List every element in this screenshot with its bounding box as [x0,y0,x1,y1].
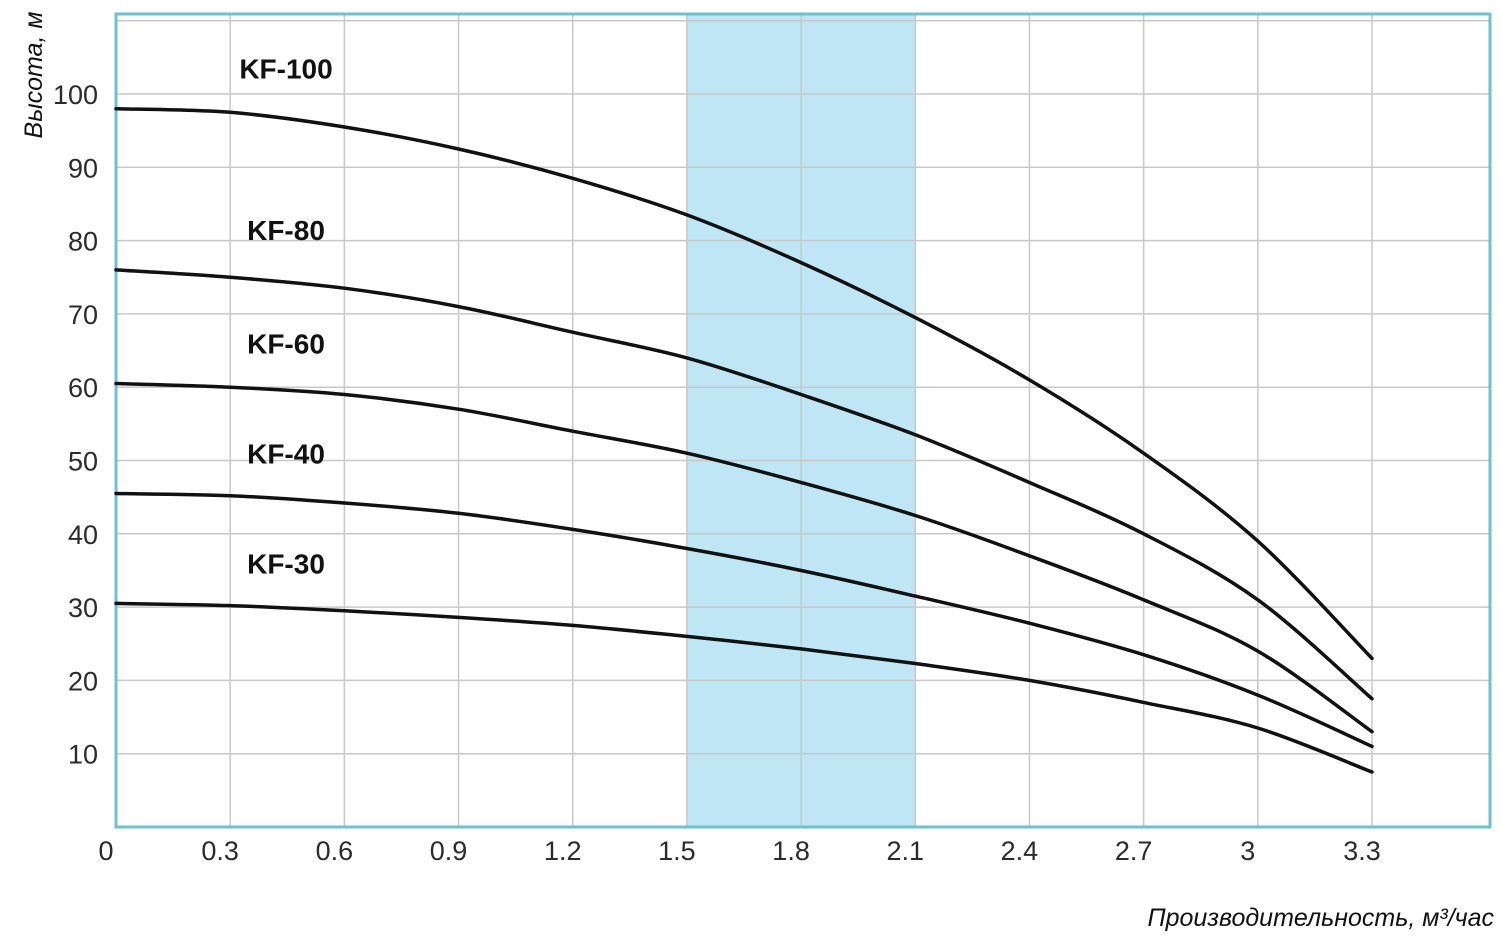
curve-layer [114,106,1374,774]
y-tick-label: 30 [68,593,98,623]
series-label-layer: KF-100 KF-80 KF-60 KF-40 KF-30 [239,54,332,580]
y-tick-label: 80 [68,227,98,257]
series-line-kf-100 [114,106,1374,661]
y-tick-label: 90 [68,153,98,183]
y-tick-label: 40 [68,520,98,550]
series-label-kf-40: KF-40 [247,438,325,469]
series-line-kf-60 [114,381,1374,734]
x-tick-label: 3 [1240,836,1255,866]
y-axis-title: Высота, м [20,12,48,139]
x-tick-label: 2.1 [886,836,924,866]
series-label-kf-30: KF-30 [247,548,325,579]
x-tick-label: 0.9 [430,836,468,866]
y-tick-label: 100 [53,80,98,110]
x-tick-label: 2.4 [1001,836,1039,866]
series-label-kf-60: KF-60 [247,329,325,360]
plot-frame [114,12,1492,829]
y-tick-label: 10 [68,740,98,770]
series-line-kf-80 [114,268,1374,701]
x-tick-label: 0 [98,836,113,866]
x-axis-title: Производительность, м³/час [1148,904,1495,932]
plot-frame-layer [114,12,1492,829]
series-line-kf-40 [114,491,1374,749]
y-tick-label: 70 [68,300,98,330]
y-tick-label: 50 [68,447,98,477]
series-label-kf-100: KF-100 [239,54,332,85]
x-tick-label: 3.3 [1343,836,1381,866]
series-label-kf-80: KF-80 [247,215,325,246]
x-tick-label: 2.7 [1115,836,1153,866]
series-line-kf-30 [114,601,1374,774]
y-tick-label: 60 [68,373,98,403]
y-tick-label: 20 [68,666,98,696]
x-tick-label: 0.6 [316,836,354,866]
x-tick-label: 1.8 [772,836,810,866]
x-tick-label: 1.2 [544,836,582,866]
x-tick-label: 1.5 [658,836,696,866]
tick-label-layer: 0 0.3 0.6 0.9 1.2 1.5 1.8 2.1 2.4 2.7 3 3.3 10 20 30 40… [53,80,1381,866]
x-tick-label: 0.3 [201,836,239,866]
